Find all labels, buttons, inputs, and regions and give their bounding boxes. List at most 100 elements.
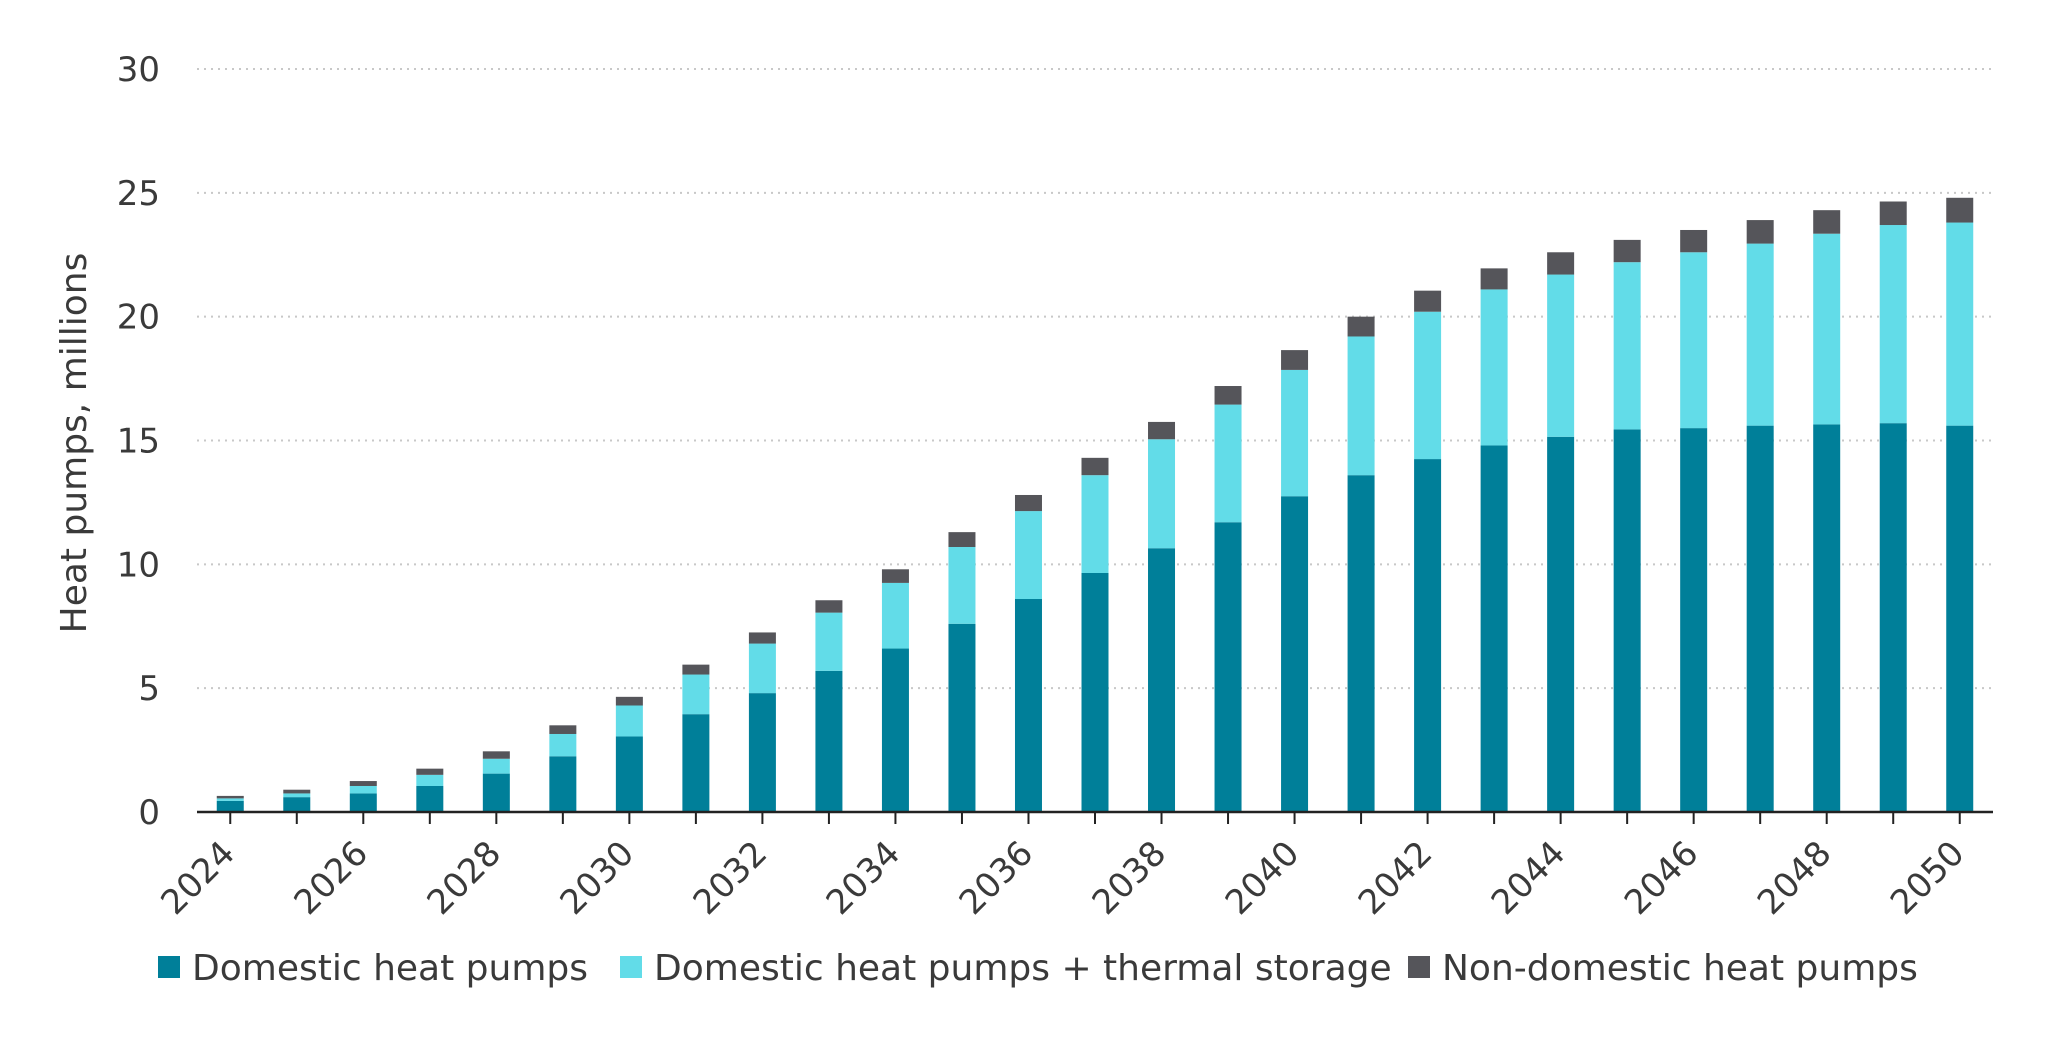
bar-2033-series-2	[815, 600, 843, 613]
bar-2032-series-0	[748, 693, 776, 812]
legend-item-2: Non-domestic heat pumps	[1408, 948, 1918, 989]
legend-label-2: Non-domestic heat pumps	[1442, 948, 1918, 989]
y-tick-25: 25	[117, 174, 160, 214]
x-tick-2036: 2036	[952, 833, 1041, 922]
x-tick-labels: 2024 2026 2028 2030 2032 2034 2036 2038 2040 2042…	[153, 833, 1972, 922]
y-tick-0: 0	[138, 793, 160, 833]
bar-2040-series-1	[1281, 369, 1309, 497]
bar-2045-series-2	[1613, 239, 1641, 263]
bar-2029-series-0	[549, 756, 577, 812]
bar-2028-series-0	[482, 773, 510, 812]
axes	[197, 810, 1993, 824]
bar-2025-series-2	[283, 789, 311, 794]
bar-2033-series-1	[815, 612, 843, 671]
legend-label-1: Domestic heat pumps + thermal storage	[654, 948, 1392, 989]
bar-2043-series-1	[1480, 289, 1508, 446]
x-tick-2044: 2044	[1484, 833, 1573, 922]
x-tick-2040: 2040	[1218, 833, 1307, 922]
x-tick-2042: 2042	[1351, 833, 1440, 922]
y-tick-15: 15	[117, 422, 160, 462]
bar-2036-series-0	[1014, 599, 1042, 812]
x-tick-2034: 2034	[819, 833, 908, 922]
bar-2031-series-0	[682, 714, 710, 812]
bar-2032-series-1	[748, 643, 776, 694]
bar-2030-series-2	[615, 696, 643, 706]
bar-2035-series-2	[948, 532, 976, 547]
legend-label-0: Domestic heat pumps	[192, 948, 588, 989]
bar-2029-series-1	[549, 733, 577, 757]
bar-2038-series-1	[1148, 439, 1176, 549]
y-tick-5: 5	[138, 669, 160, 709]
bar-2046-series-1	[1680, 252, 1708, 429]
y-tick-20: 20	[117, 298, 160, 338]
bar-2041-series-1	[1347, 336, 1375, 476]
y-tick-30: 30	[117, 50, 160, 90]
y-tick-10: 10	[117, 545, 160, 585]
bar-2040-series-0	[1281, 496, 1309, 812]
x-tick-2050: 2050	[1883, 833, 1972, 922]
x-tick-2048: 2048	[1750, 833, 1839, 922]
bar-2042-series-0	[1414, 459, 1442, 812]
bar-2038-series-2	[1148, 421, 1176, 440]
bar-2046-series-2	[1680, 229, 1708, 253]
bar-2050-series-0	[1946, 425, 1974, 812]
bar-2048-series-0	[1813, 424, 1841, 812]
y-axis-title: Heat pumps, millions	[54, 253, 95, 634]
bar-2043-series-0	[1480, 445, 1508, 812]
bar-2045-series-1	[1613, 262, 1641, 430]
x-tick-2030: 2030	[553, 833, 642, 922]
bar-2031-series-1	[682, 674, 710, 715]
bar-2047-series-0	[1746, 425, 1774, 812]
bar-2025-series-0	[283, 797, 311, 812]
bar-2049-series-0	[1879, 423, 1907, 812]
bar-2041-series-2	[1347, 316, 1375, 337]
bar-2044-series-2	[1547, 252, 1575, 275]
bar-2048-series-1	[1813, 233, 1841, 425]
bars	[216, 197, 1974, 812]
bar-2037-series-2	[1081, 457, 1109, 476]
bar-2027-series-2	[416, 768, 444, 775]
bar-2050-series-1	[1946, 222, 1974, 426]
legend-swatch-0	[158, 956, 180, 978]
bar-2047-series-1	[1746, 243, 1774, 426]
bar-2048-series-2	[1813, 210, 1841, 234]
bar-2030-series-0	[615, 736, 643, 812]
bar-2043-series-2	[1480, 268, 1508, 290]
x-tick-2028: 2028	[420, 833, 509, 922]
legend-item-0: Domestic heat pumps	[158, 948, 588, 989]
bar-2036-series-2	[1014, 494, 1042, 512]
bar-2034-series-1	[881, 582, 909, 649]
bar-2024-series-2	[216, 795, 244, 799]
bar-2034-series-2	[881, 569, 909, 583]
bar-2050-series-2	[1946, 197, 1974, 223]
bar-2026-series-0	[349, 793, 377, 812]
bar-2029-series-2	[549, 725, 577, 734]
bar-2049-series-1	[1879, 225, 1907, 424]
bar-2047-series-2	[1746, 220, 1774, 244]
bar-2037-series-0	[1081, 573, 1109, 812]
x-tick-2046: 2046	[1617, 833, 1706, 922]
bar-2042-series-1	[1414, 311, 1442, 460]
bar-2035-series-0	[948, 623, 976, 812]
bar-2036-series-1	[1014, 511, 1042, 600]
bar-2033-series-0	[815, 670, 843, 812]
bar-2026-series-1	[349, 785, 377, 794]
bar-2026-series-2	[349, 781, 377, 786]
legend-item-1: Domestic heat pumps + thermal storage	[620, 948, 1392, 989]
bar-2040-series-2	[1281, 350, 1309, 370]
legend-swatch-2	[1408, 956, 1430, 978]
bar-2032-series-2	[748, 632, 776, 644]
bar-2039-series-1	[1214, 404, 1242, 523]
bar-2044-series-1	[1547, 274, 1575, 437]
bar-2024-series-1	[216, 798, 244, 801]
bar-2025-series-1	[283, 793, 311, 798]
bar-2039-series-0	[1214, 522, 1242, 812]
x-tick-2026: 2026	[287, 833, 376, 922]
x-tick-2032: 2032	[686, 833, 775, 922]
bar-2028-series-1	[482, 758, 510, 774]
x-tick-2038: 2038	[1085, 833, 1174, 922]
bar-2031-series-2	[682, 664, 710, 675]
bar-2035-series-1	[948, 546, 976, 624]
